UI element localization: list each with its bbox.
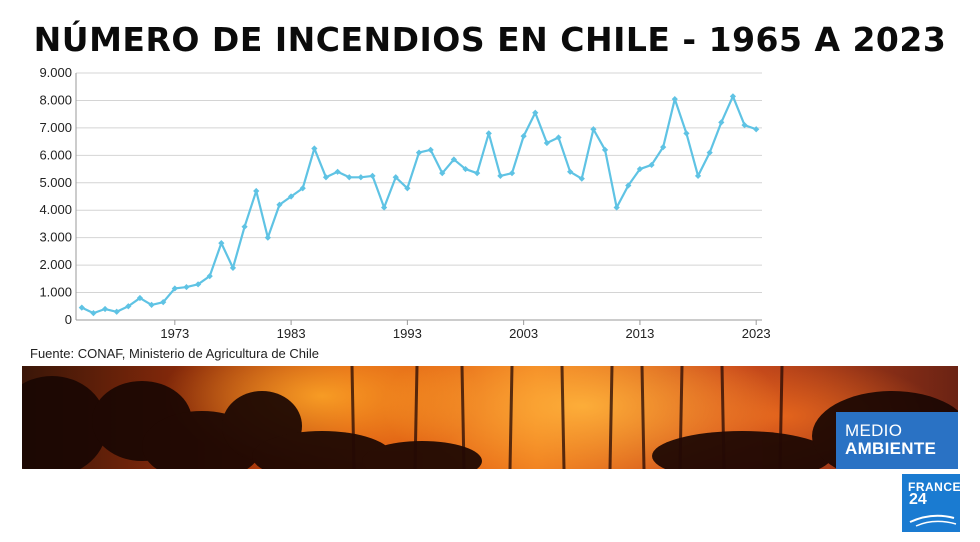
data-point	[78, 304, 85, 311]
logo-line2: 24	[909, 491, 927, 508]
data-point	[125, 303, 132, 310]
y-tick-label: 7.000	[39, 120, 72, 135]
x-axis-ticks: 1973 1983 1993 2003 2013 2023	[160, 320, 771, 341]
medio-ambiente-badge: MEDIO AMBIENTE	[836, 412, 958, 469]
data-point	[113, 308, 120, 315]
data-point	[474, 170, 481, 177]
y-tick-label: 6.000	[39, 147, 72, 162]
data-point	[497, 172, 504, 180]
x-tick-label: 2013	[625, 326, 654, 341]
grid-lines	[75, 72, 762, 321]
data-point	[311, 145, 318, 152]
y-tick-label: 4.000	[39, 202, 72, 217]
logo-swoosh-icon	[909, 514, 957, 527]
data-point	[718, 119, 725, 126]
x-tick-label: 2023	[742, 326, 771, 341]
y-axis-ticks: 0 1.000 2.000 3.000 4.000 5.000 6.000 7.000 8.00…	[39, 65, 72, 327]
data-point	[381, 204, 388, 211]
data-point	[241, 223, 248, 230]
data-point	[160, 299, 167, 306]
data-point	[753, 126, 760, 133]
data-point	[683, 130, 690, 137]
forest-silhouette	[22, 366, 958, 469]
data-point	[136, 294, 144, 302]
data-point	[253, 187, 260, 195]
x-tick-label: 1973	[160, 326, 189, 341]
series-line	[81, 95, 757, 315]
x-tick-label: 1983	[277, 326, 306, 341]
series-incendios	[78, 93, 760, 317]
data-point	[101, 305, 109, 313]
data-point	[357, 174, 364, 181]
data-point	[671, 95, 678, 103]
data-point	[183, 283, 190, 291]
y-tick-label: 5.000	[39, 175, 72, 190]
y-tick-label: 9.000	[39, 65, 72, 80]
line-chart: 0 1.000 2.000 3.000 4.000 5.000 6.000 7.000 8.00…	[39, 65, 771, 341]
x-tick-label: 1993	[393, 326, 422, 341]
badge-line2: AMBIENTE	[845, 439, 937, 458]
data-point	[729, 93, 737, 100]
france24-logo: FRANCE 24	[902, 474, 960, 532]
y-tick-label: 1.000	[39, 285, 72, 300]
data-point	[415, 149, 423, 156]
data-point	[601, 146, 609, 153]
source-note: Fuente: CONAF, Ministerio de Agricultura…	[30, 346, 320, 361]
data-point	[264, 234, 271, 241]
y-tick-label: 2.000	[39, 257, 72, 272]
data-point	[90, 310, 97, 317]
y-tick-label: 8.000	[39, 92, 72, 107]
data-point	[485, 130, 492, 137]
badge-line1: MEDIO	[845, 421, 903, 440]
data-point	[369, 172, 376, 180]
data-point	[508, 170, 516, 177]
x-tick-label: 2003	[509, 326, 538, 341]
y-tick-label: 3.000	[39, 230, 72, 245]
data-point	[741, 122, 748, 129]
chart-title: NÚMERO DE INCENDIOS EN CHILE - 1965 A 20…	[33, 20, 947, 59]
logo-line1: FRANCE	[908, 480, 960, 494]
y-tick-label: 0	[65, 312, 72, 327]
forest-fire-banner	[22, 366, 958, 469]
